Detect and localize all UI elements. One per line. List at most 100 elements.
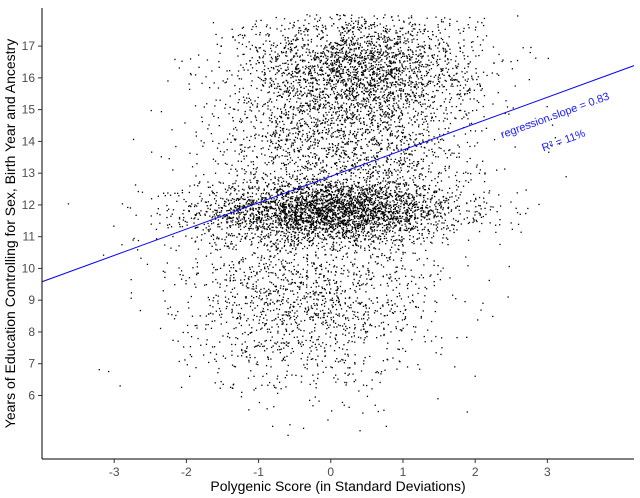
- scatter-point: [309, 237, 311, 239]
- scatter-point: [440, 212, 442, 214]
- scatter-point: [395, 186, 397, 188]
- scatter-point: [194, 217, 196, 219]
- scatter-point: [394, 207, 396, 210]
- scatter-point: [168, 208, 170, 210]
- scatter-point: [212, 22, 215, 24]
- scatter-point: [271, 229, 273, 232]
- scatter-point: [265, 206, 267, 209]
- scatter-point: [314, 233, 317, 235]
- scatter-point: [389, 201, 391, 203]
- scatter-point: [273, 208, 276, 210]
- scatter-point: [283, 185, 285, 187]
- scatter-point: [363, 209, 365, 211]
- scatter-point: [262, 57, 264, 59]
- scatter-point: [358, 221, 360, 223]
- scatter-point: [349, 230, 351, 232]
- scatter-point: [368, 83, 370, 85]
- scatter-point: [237, 224, 240, 226]
- scatter-point: [370, 217, 372, 219]
- scatter-point: [209, 208, 211, 210]
- scatter-point: [333, 67, 335, 69]
- scatter-point: [310, 59, 313, 61]
- scatter-point: [325, 200, 327, 203]
- scatter-point: [369, 198, 371, 200]
- scatter-point: [366, 40, 369, 42]
- scatter-point: [322, 234, 325, 236]
- scatter-point: [323, 48, 325, 50]
- scatter-point: [365, 64, 367, 66]
- scatter-point: [266, 213, 268, 216]
- scatter-point: [358, 211, 360, 213]
- scatter-point: [462, 99, 464, 101]
- scatter-point: [178, 222, 180, 224]
- scatter-point: [277, 218, 279, 220]
- scatter-point: [402, 83, 404, 85]
- scatter-point: [292, 210, 294, 212]
- scatter-point: [355, 242, 357, 245]
- scatter-point: [475, 55, 477, 57]
- scatter-point: [308, 187, 310, 189]
- scatter-point: [400, 205, 402, 208]
- scatter-point: [385, 77, 387, 79]
- scatter-point: [227, 234, 230, 236]
- scatter-point: [272, 207, 274, 210]
- scatter-point: [338, 237, 340, 239]
- scatter-point: [371, 240, 373, 243]
- scatter-point: [209, 228, 211, 230]
- scatter-point: [305, 217, 307, 219]
- scatter-point: [334, 207, 336, 209]
- scatter-point: [327, 212, 329, 214]
- scatter-point: [376, 73, 378, 76]
- scatter-point: [343, 102, 345, 104]
- scatter-point: [318, 19, 321, 21]
- scatter-point: [277, 55, 279, 58]
- scatter-point: [347, 210, 349, 212]
- scatter-point: [195, 226, 197, 229]
- scatter-point: [335, 54, 338, 56]
- scatter-point: [322, 56, 325, 58]
- scatter-point: [348, 207, 350, 209]
- scatter-point: [402, 52, 404, 54]
- scatter-point: [334, 42, 336, 44]
- scatter-point: [222, 217, 224, 219]
- scatter-point: [361, 221, 363, 223]
- scatter-point: [455, 106, 458, 108]
- scatter-point: [352, 207, 354, 209]
- scatter-point: [486, 74, 488, 77]
- scatter-point: [516, 212, 519, 214]
- scatter-point: [365, 181, 367, 184]
- scatter-point: [320, 55, 323, 57]
- scatter-point: [286, 213, 288, 215]
- scatter-point: [436, 226, 439, 228]
- scatter-point: [359, 187, 361, 189]
- scatter-point: [328, 181, 330, 184]
- scatter-point: [137, 239, 140, 242]
- scatter-point: [354, 221, 356, 223]
- scatter-point: [319, 216, 321, 218]
- scatter-point: [393, 218, 395, 220]
- scatter-point: [324, 25, 326, 27]
- scatter-point: [306, 198, 308, 201]
- scatter-point: [416, 186, 418, 188]
- scatter-point: [266, 192, 268, 194]
- scatter-point: [307, 193, 309, 195]
- scatter-point: [409, 59, 411, 61]
- scatter-point: [293, 243, 295, 245]
- scatter-point: [213, 214, 215, 216]
- scatter-point: [272, 223, 274, 225]
- scatter-point: [317, 207, 320, 209]
- scatter-point: [291, 220, 293, 223]
- scatter-point: [347, 190, 349, 192]
- scatter-point: [430, 80, 432, 83]
- scatter-point: [384, 211, 386, 214]
- scatter-point: [379, 223, 382, 225]
- scatter-point: [431, 197, 433, 200]
- scatter-point: [409, 222, 411, 224]
- scatter-point: [295, 219, 297, 221]
- scatter-point: [214, 209, 216, 211]
- scatter-point: [356, 210, 358, 212]
- scatter-point: [198, 212, 200, 214]
- scatter-point: [338, 232, 340, 234]
- scatter-point: [398, 185, 400, 188]
- scatter-point: [209, 194, 211, 196]
